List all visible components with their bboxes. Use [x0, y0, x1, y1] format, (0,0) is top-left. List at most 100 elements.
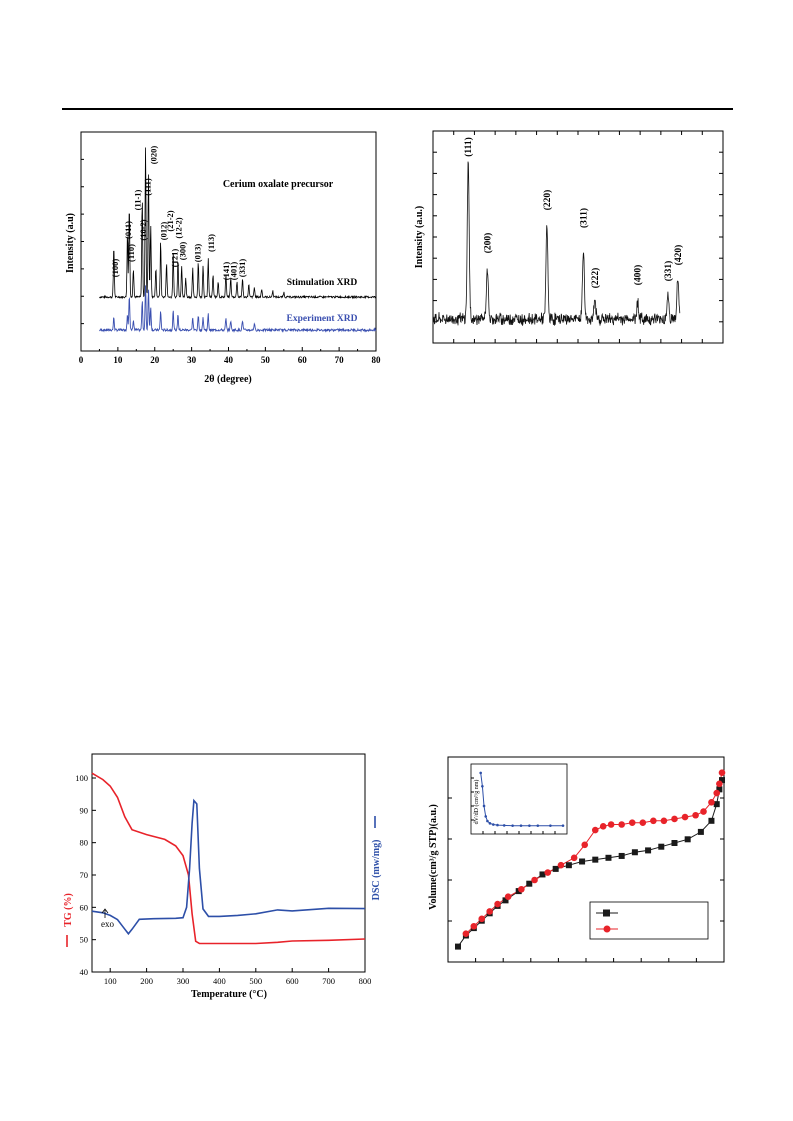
peak-label: (21-2): [165, 210, 175, 231]
data-point-circle: [671, 815, 678, 823]
inset-point: [482, 804, 486, 808]
stimulation-xrd-line: [99, 147, 377, 300]
x-tick-label: 10: [113, 355, 123, 365]
data-point-circle: [708, 799, 715, 806]
data-point-circle: [557, 861, 565, 869]
data-point-circle: [462, 930, 470, 937]
x-tick-label: 600: [286, 976, 299, 986]
data-point-square: [645, 847, 652, 854]
data-point-circle: [718, 769, 726, 776]
data-point-circle: [591, 826, 599, 834]
tg-axis-label-text: TG (%): [63, 893, 74, 927]
data-point-circle: [599, 823, 607, 830]
data-point-circle: [716, 780, 723, 788]
data-point-circle: [628, 819, 636, 826]
y-tick-label: 100: [75, 773, 88, 783]
peak-label: (420): [673, 245, 684, 266]
series-label-experiment: Experiment XRD: [287, 314, 358, 324]
data-point-square: [502, 897, 509, 904]
peak-label: (121): [169, 249, 179, 268]
x-tick-label: 0: [79, 355, 84, 365]
peak-label: (300): [177, 242, 187, 261]
data-point-circle: [494, 900, 501, 908]
exo-arrow-head: [101, 908, 109, 914]
peak-label: (400): [633, 265, 644, 286]
x-tick-label: 50: [261, 355, 271, 365]
peak-label: (331): [237, 259, 247, 278]
x-tick-label: 20: [150, 355, 160, 365]
data-point-circle: [470, 922, 478, 930]
data-point-circle: [639, 819, 647, 826]
data-point-square: [684, 836, 691, 843]
x-tick-label: 70: [335, 355, 345, 365]
data-point-circle: [531, 876, 538, 884]
inset-point: [549, 824, 552, 827]
inset-point: [481, 784, 484, 788]
inset-point: [502, 824, 506, 827]
peak-label: (401): [228, 262, 238, 281]
data-point-circle: [681, 813, 689, 821]
x-tick-label: 40: [224, 355, 234, 365]
data-point-circle: [570, 854, 578, 862]
legend-marker-square: [603, 909, 610, 917]
data-point-circle: [486, 908, 493, 915]
inset-point: [484, 815, 488, 818]
data-point-square: [713, 801, 720, 808]
x-tick-label: 60: [298, 355, 308, 365]
experiment-xrd-line: [99, 285, 377, 333]
data-point-square: [579, 858, 586, 865]
data-point-circle: [478, 915, 486, 923]
inset-point: [536, 824, 540, 827]
y-axis-label: Intensity (a.u.): [414, 206, 425, 269]
inset-point: [496, 823, 499, 827]
data-point-square: [716, 786, 723, 793]
data-point-circle: [713, 789, 721, 797]
xrd-line: [432, 161, 681, 326]
legend-box: [589, 901, 709, 940]
inset-point: [488, 822, 492, 825]
y-tick-label: 50: [80, 935, 89, 945]
data-point-circle: [544, 869, 552, 876]
peak-label: (200): [482, 233, 493, 254]
exo-annotation: exo: [101, 919, 114, 929]
x-tick-label: 300: [177, 976, 190, 986]
peak-label: (11-1): [132, 189, 142, 210]
dsc-line: [91, 798, 366, 936]
peak-label: (220): [542, 190, 553, 211]
inset-point: [528, 824, 531, 827]
y-tick-label: 60: [80, 902, 89, 912]
inset-point: [479, 771, 482, 775]
inset-frame: [470, 763, 568, 835]
x-tick-label: 80: [372, 355, 382, 365]
data-point-square: [708, 817, 715, 824]
data-point-square: [719, 777, 725, 784]
data-point-circle: [660, 817, 668, 825]
data-point-square: [565, 862, 572, 869]
legend-marker-circle: [603, 925, 611, 933]
x-tick-label: 100: [104, 976, 117, 986]
data-point-square: [455, 943, 461, 950]
peak-label: (111): [463, 137, 474, 157]
peak-label: (222): [590, 268, 601, 289]
cerium-oxalate-xrd-chart: 0 10 20 30 40 50 60 70 80 (100)(011)(110)(11-1)(…: [65, 131, 382, 385]
data-point-square: [526, 880, 533, 887]
inset-y-axis-label: dV/dD (cm³/g nm): [473, 780, 480, 825]
data-point-square: [671, 840, 678, 846]
inset-point: [511, 824, 514, 827]
peak-label: (013): [193, 244, 203, 263]
data-point-circle: [518, 885, 525, 893]
data-point-square: [697, 828, 704, 835]
peak-label: (331): [663, 261, 674, 282]
x-tick-label: 400: [213, 976, 226, 986]
data-point-square: [618, 852, 625, 859]
peak-label: (113): [206, 234, 216, 252]
peak-label: (111): [142, 178, 152, 196]
inset-point: [486, 819, 489, 823]
data-point-square: [552, 865, 559, 872]
y-tick-label: 40: [80, 967, 89, 977]
data-point-circle: [504, 893, 512, 900]
peak-label: (012): [159, 222, 169, 241]
dsc-axis-label: DSC (mw/mg): [371, 816, 382, 900]
y-axis-label: Intensity (a.u): [65, 213, 76, 273]
data-point-circle: [618, 821, 625, 828]
